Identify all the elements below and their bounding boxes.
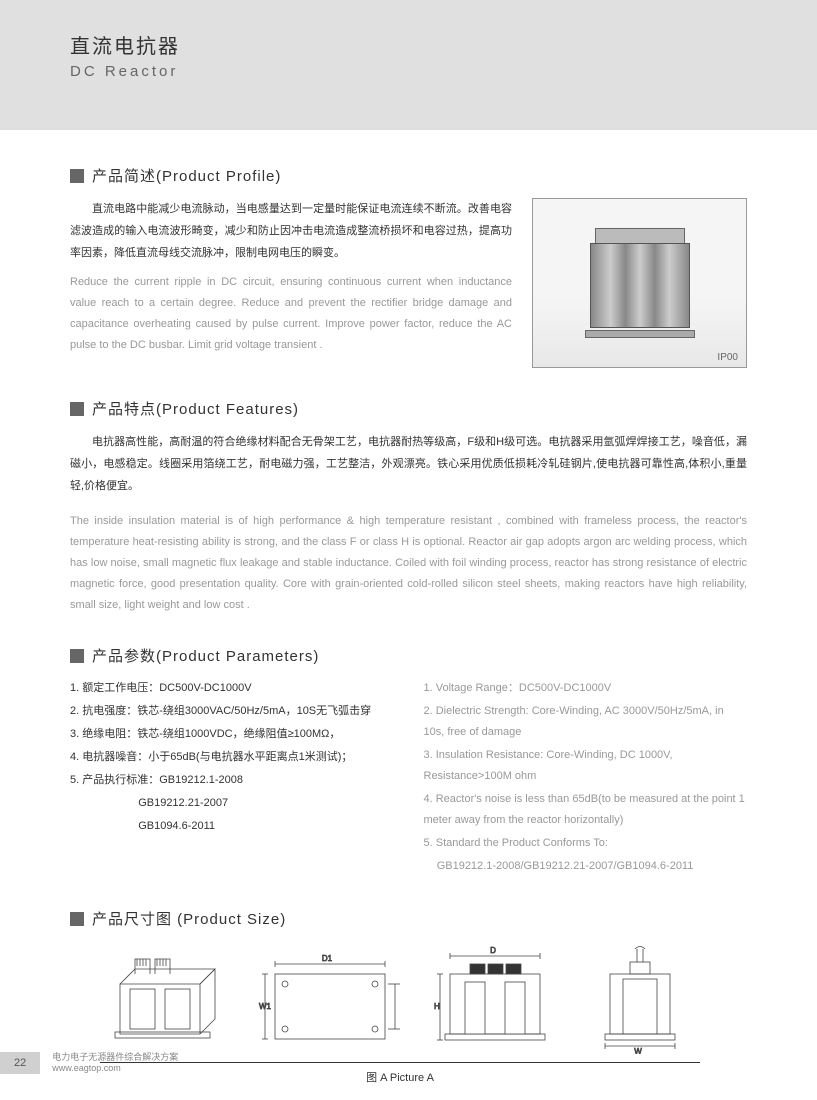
param-item: 5. 产品执行标准：GB19212.1-2008 [70, 770, 394, 791]
profile-heading: 产品简述(Product Profile) [92, 165, 281, 186]
footer-line1: 电力电子无源器件综合解决方案 [52, 1052, 178, 1064]
reactor-illustration [580, 228, 700, 338]
diagram-iso [100, 944, 230, 1054]
param-item: 1. 额定工作电压：DC500V-DC1000V [70, 678, 394, 699]
param-item: 4. 电抗器噪音：小于65dB(与电抗器水平距离点1米测试)； [70, 747, 394, 768]
bullet-icon [70, 912, 84, 926]
param-sub: GB19212.1-2008/GB19212.21-2007/GB1094.6-… [424, 856, 748, 877]
ip-rating-label: IP00 [717, 352, 738, 363]
features-header: 产品特点(Product Features) [70, 398, 747, 419]
diagram-side: W [585, 944, 705, 1054]
svg-text:W1: W1 [259, 1002, 272, 1011]
features-heading: 产品特点(Product Features) [92, 398, 299, 419]
parameters-columns: 1. 额定工作电压：DC500V-DC1000V 2. 抗电强度：铁芯-绕组30… [70, 678, 747, 878]
diagram-top: D1 W1 [255, 944, 405, 1054]
title-chinese: 直流电抗器 [70, 30, 817, 59]
param-sub: GB1094.6-2011 [70, 816, 394, 837]
profile-text-en: Reduce the current ripple in DC circuit,… [70, 272, 512, 356]
param-item: 1. Voltage Range：DC500V-DC1000V [424, 678, 748, 699]
features-section: 产品特点(Product Features) 电抗器高性能，高耐温的符合绝缘材料… [70, 398, 747, 615]
parameters-section: 产品参数(Product Parameters) 1. 额定工作电压：DC500… [70, 645, 747, 878]
parameters-header: 产品参数(Product Parameters) [70, 645, 747, 666]
svg-text:H: H [434, 1002, 440, 1011]
param-sub: GB19212.21-2007 [70, 793, 394, 814]
footer-line2: www.eagtop.com [52, 1063, 178, 1075]
size-heading: 产品尺寸图 (Product Size) [92, 908, 286, 929]
title-english: DC Reactor [70, 63, 817, 80]
page-footer: 22 电力电子无源器件综合解决方案 www.eagtop.com [0, 1052, 178, 1075]
profile-text-cn: 直流电路中能减少电流脉动，当电感量达到一定量时能保证电流连续不断流。改善电容滤波… [70, 198, 512, 264]
size-diagrams-row: D1 W1 [100, 944, 747, 1054]
profile-row: 直流电路中能减少电流脉动，当电感量达到一定量时能保证电流连续不断流。改善电容滤波… [70, 198, 747, 368]
page-number: 22 [0, 1052, 40, 1074]
param-item: 3. Insulation Resistance: Core-Winding, … [424, 745, 748, 787]
size-header: 产品尺寸图 (Product Size) [70, 908, 747, 929]
footer-text: 电力电子无源器件综合解决方案 www.eagtop.com [52, 1052, 178, 1075]
features-text-cn: 电抗器高性能，高耐温的符合绝缘材料配合无骨架工艺，电抗器耐热等级高，F级和H级可… [70, 431, 747, 497]
profile-header: 产品简述(Product Profile) [70, 165, 747, 186]
param-item: 2. 抗电强度：铁芯-绕组3000VAC/50Hz/5mA，10S无飞弧击穿 [70, 701, 394, 722]
bullet-icon [70, 169, 84, 183]
main-content: 产品简述(Product Profile) 直流电路中能减少电流脉动，当电感量达… [0, 130, 817, 1085]
parameters-en-col: 1. Voltage Range：DC500V-DC1000V 2. Diele… [424, 678, 748, 878]
page-header: 直流电抗器 DC Reactor [0, 0, 817, 130]
diagram-front: D H [430, 944, 560, 1054]
parameters-cn-col: 1. 额定工作电压：DC500V-DC1000V 2. 抗电强度：铁芯-绕组30… [70, 678, 394, 878]
param-item: 4. Reactor's noise is less than 65dB(to … [424, 789, 748, 831]
features-text-en: The inside insulation material is of hig… [70, 511, 747, 615]
svg-text:W: W [634, 1047, 642, 1054]
parameters-heading: 产品参数(Product Parameters) [92, 645, 319, 666]
param-item: 2. Dielectric Strength: Core-Winding, AC… [424, 701, 748, 743]
profile-text-block: 直流电路中能减少电流脉动，当电感量达到一定量时能保证电流连续不断流。改善电容滤波… [70, 198, 512, 368]
picture-label: 图 A Picture A [100, 1062, 700, 1085]
svg-text:D1: D1 [322, 954, 333, 963]
product-photo: IP00 [532, 198, 747, 368]
param-item: 3. 绝缘电阻：铁芯-绕组1000VDC，绝缘阻值≥100MΩ， [70, 724, 394, 745]
param-item: 5. Standard the Product Conforms To: [424, 833, 748, 854]
bullet-icon [70, 402, 84, 416]
svg-text:D: D [490, 946, 496, 955]
bullet-icon [70, 649, 84, 663]
